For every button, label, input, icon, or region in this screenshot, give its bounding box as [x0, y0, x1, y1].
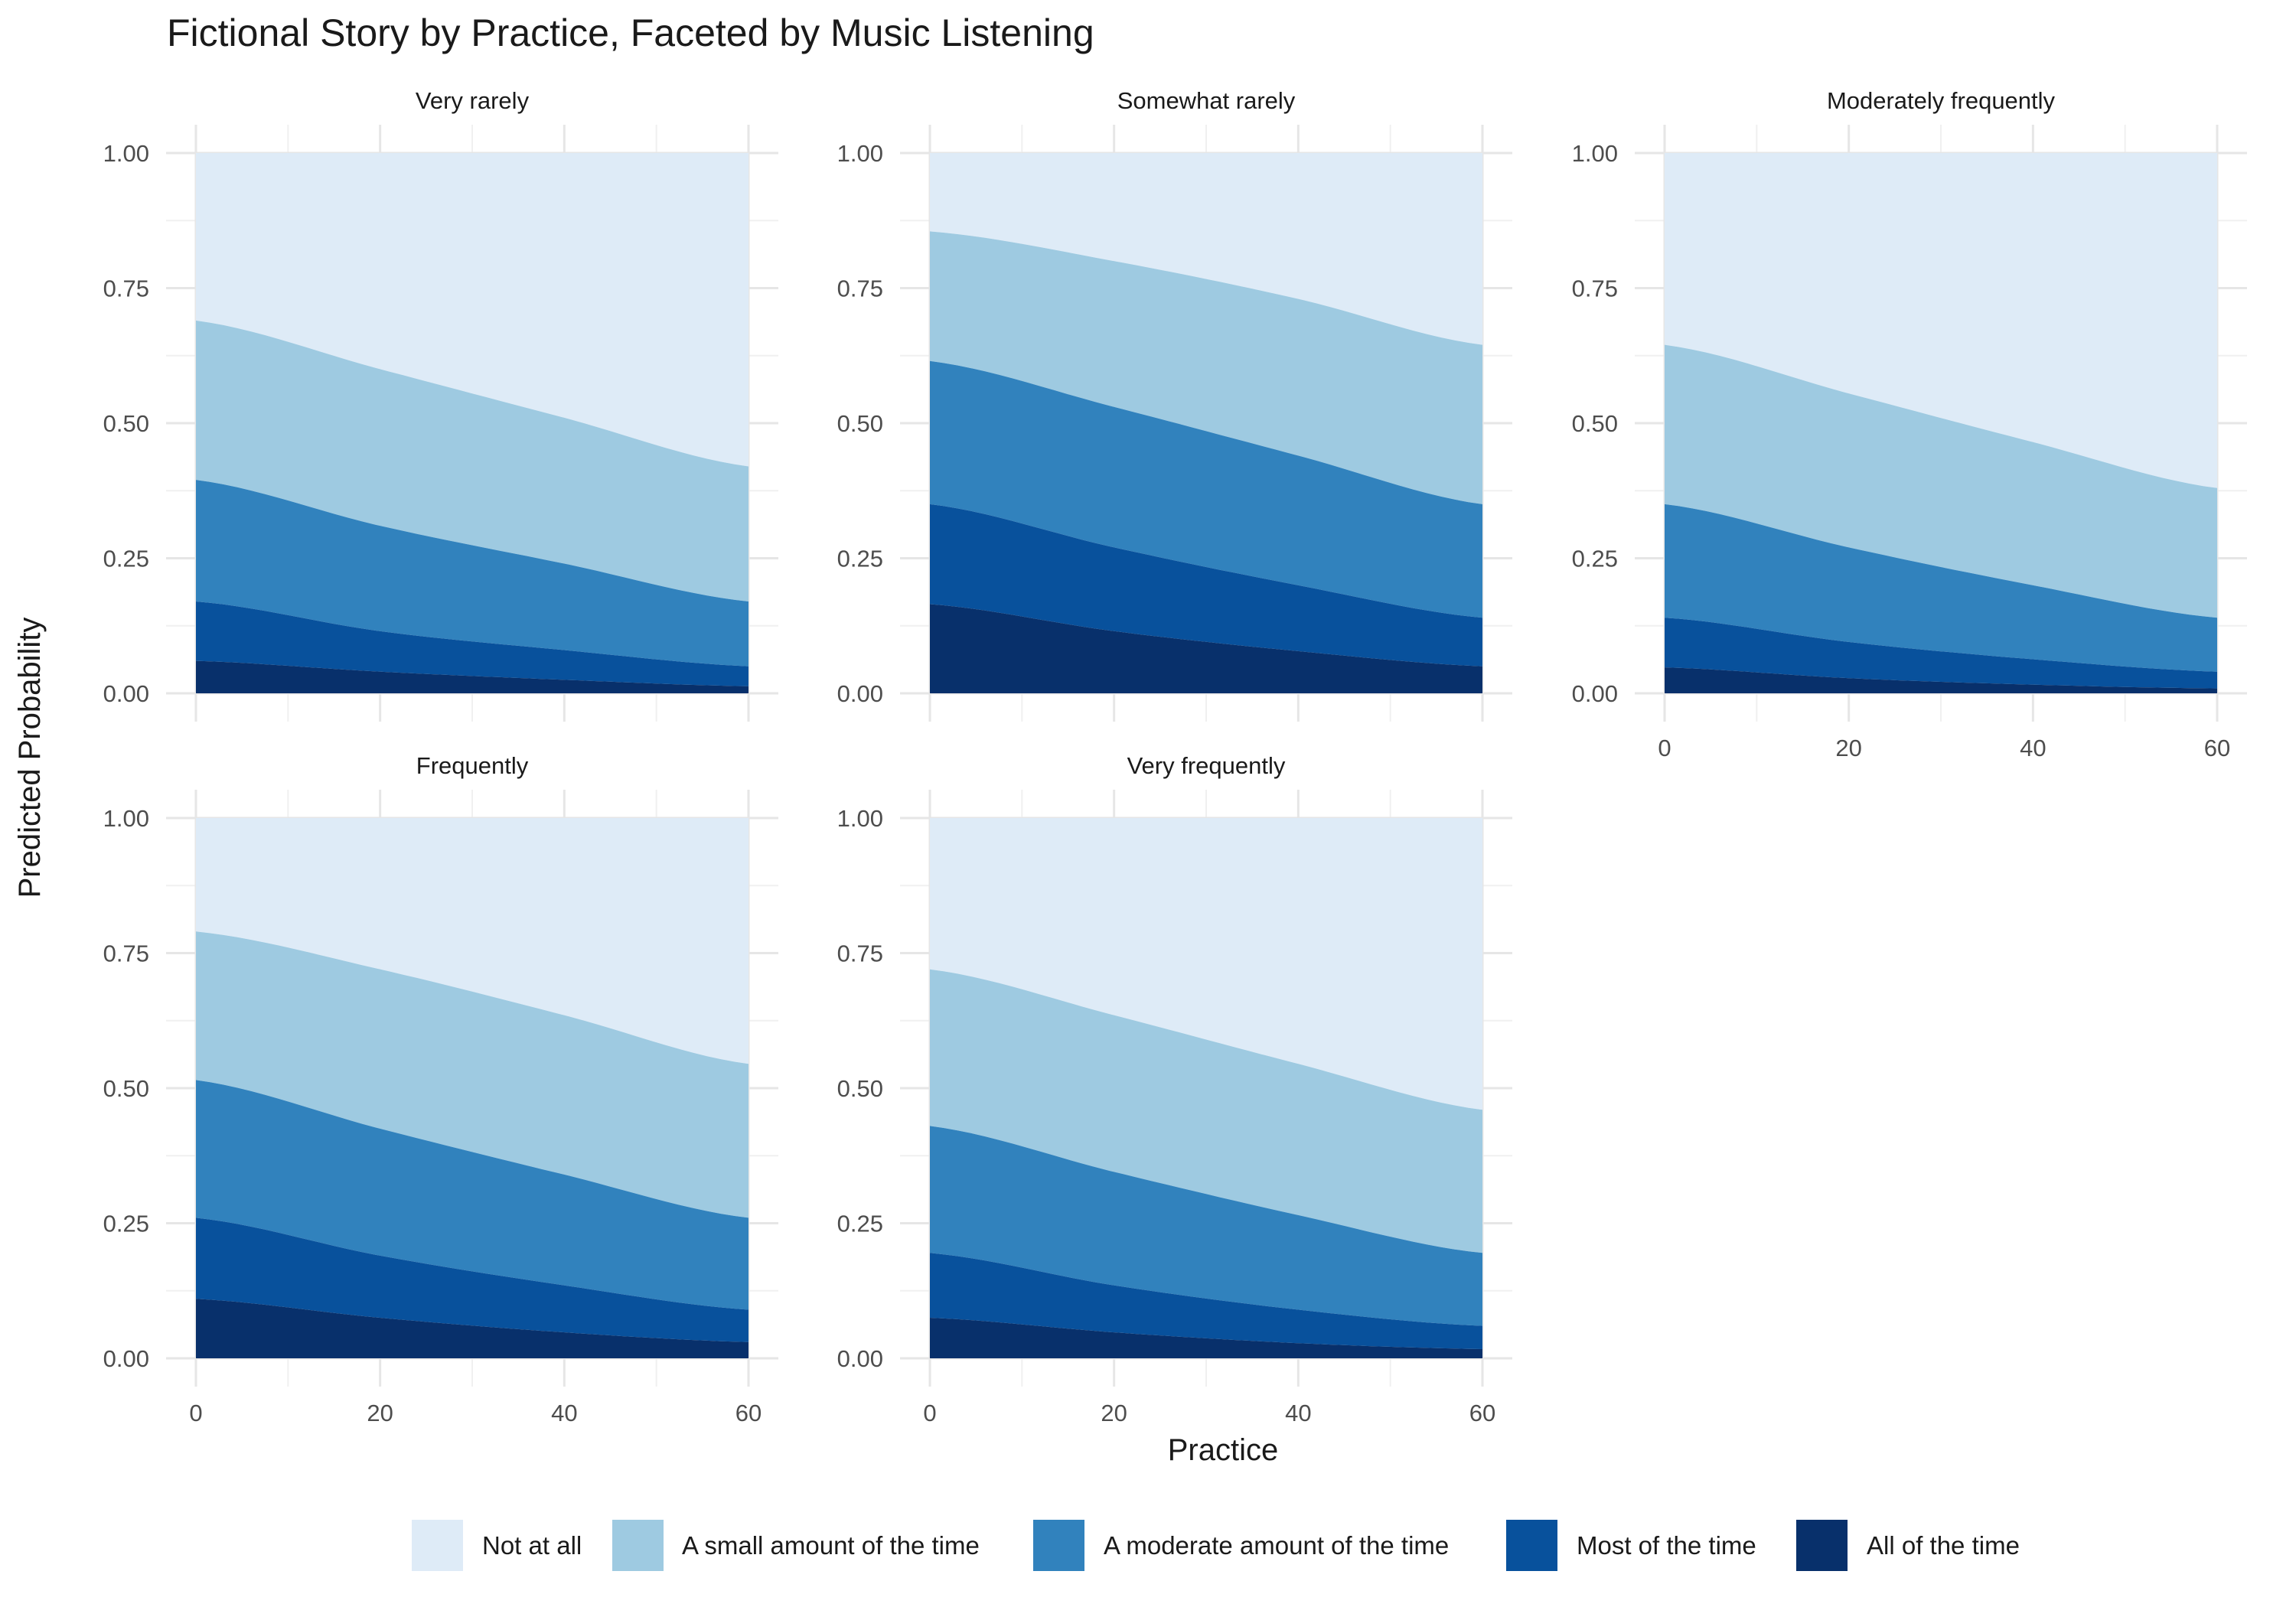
- y-axis-title: Predicted Probability: [13, 618, 47, 898]
- area-band: [930, 1318, 1482, 1358]
- legend-swatch: [1506, 1520, 1557, 1571]
- y-tick-label: 0.75: [837, 275, 883, 302]
- x-tick-label: 40: [551, 1400, 577, 1426]
- legend: Not at all A small amount of the time A mo…: [412, 1520, 2020, 1571]
- y-tick-label: 0.25: [1572, 546, 1618, 572]
- x-tick-label: 40: [2020, 735, 2046, 761]
- area-band: [930, 1253, 1482, 1349]
- y-tick-label: 1.00: [1572, 140, 1618, 167]
- y-tick-label: 0.75: [1572, 275, 1618, 302]
- area-band: [196, 931, 748, 1218]
- y-tick-label: 0.75: [103, 940, 149, 967]
- facet-label: Very rarely: [416, 87, 530, 114]
- area-band: [196, 153, 748, 467]
- y-tick-label: 1.00: [837, 140, 883, 167]
- area-band: [196, 480, 748, 667]
- x-tick-label: 60: [735, 1400, 762, 1426]
- y-tick-label: 0.00: [103, 1345, 149, 1372]
- legend-item: A moderate amount of the time: [1033, 1520, 1449, 1571]
- y-tick-label: 0.50: [837, 1075, 883, 1102]
- y-tick-label: 0.50: [1572, 410, 1618, 437]
- facet-label: Somewhat rarely: [1117, 87, 1296, 114]
- area-band: [196, 660, 748, 693]
- legend-label: All of the time: [1867, 1531, 2020, 1560]
- x-tick-label: 60: [1469, 1400, 1495, 1426]
- y-tick-label: 0.25: [103, 1211, 149, 1237]
- y-tick-label: 0.50: [103, 410, 149, 437]
- legend-swatch: [612, 1520, 664, 1571]
- facet-panel: Frequently 0.00 0.25 0.50 0.75 1.00 0 20 40 60: [103, 752, 778, 1426]
- legend-label: Most of the time: [1577, 1531, 1756, 1560]
- y-tick-label: 0.25: [103, 546, 149, 572]
- facet-panel: Somewhat rarely 0.00 0.25 0.50 0.75 1.00: [837, 87, 1512, 722]
- area-band: [196, 1299, 748, 1358]
- area-band: [196, 1217, 748, 1342]
- x-tick-label: 20: [1835, 735, 1861, 761]
- legend-swatch: [1796, 1520, 1848, 1571]
- area-band: [1665, 504, 2217, 672]
- x-tick-label: 0: [923, 1400, 936, 1426]
- area-band: [930, 969, 1482, 1253]
- area-band: [1665, 667, 2217, 693]
- legend-item: A small amount of the time: [612, 1520, 980, 1571]
- facet-panel: Very frequently 0.00 0.25 0.50 0.75 1.00 0 20 40…: [837, 752, 1512, 1426]
- area-band: [930, 1126, 1482, 1326]
- facet-label: Frequently: [416, 752, 529, 779]
- area-band: [930, 153, 1482, 345]
- y-tick-label: 0.75: [837, 940, 883, 967]
- y-tick-label: 1.00: [837, 805, 883, 832]
- y-tick-label: 0.25: [837, 1211, 883, 1237]
- y-tick-label: 1.00: [103, 140, 149, 167]
- area-band: [930, 231, 1482, 504]
- legend-swatch: [412, 1520, 463, 1571]
- facet-panels: Very rarely0.000.250.500.751.00Somewhat …: [103, 87, 2247, 1426]
- y-tick-label: 0.50: [837, 410, 883, 437]
- x-tick-label: 0: [1658, 735, 1671, 761]
- x-tick-label: 0: [189, 1400, 202, 1426]
- x-tick-label: 60: [2204, 735, 2230, 761]
- legend-label: A moderate amount of the time: [1104, 1531, 1449, 1560]
- area-band: [930, 360, 1482, 618]
- x-axis-title: Practice: [1168, 1433, 1279, 1467]
- facet-label: Very frequently: [1127, 752, 1286, 779]
- facet-panel: Very rarely 0.00 0.25 0.50 0.75 1.00: [103, 87, 778, 722]
- area-band: [196, 1080, 748, 1310]
- y-tick-label: 1.00: [103, 805, 149, 832]
- area-band: [930, 604, 1482, 693]
- chart-title: Fictional Story by Practice, Faceted by …: [167, 11, 1094, 54]
- facet-panel: Moderately frequently 0.00 0.25 0.50 0.75 1.0…: [1572, 87, 2247, 761]
- facet-label: Moderately frequently: [1827, 87, 2056, 114]
- x-tick-label: 20: [1101, 1400, 1127, 1426]
- y-tick-label: 0.00: [103, 680, 149, 707]
- area-band: [196, 320, 748, 601]
- x-tick-label: 40: [1285, 1400, 1311, 1426]
- y-tick-label: 0.00: [837, 1345, 883, 1372]
- legend-item: All of the time: [1796, 1520, 2020, 1571]
- legend-label: Not at all: [482, 1531, 582, 1560]
- area-band: [1665, 344, 2217, 618]
- area-band: [196, 818, 748, 1064]
- legend-label: A small amount of the time: [682, 1531, 980, 1560]
- area-band: [1665, 153, 2217, 488]
- area-band: [930, 504, 1482, 667]
- y-tick-label: 0.75: [103, 275, 149, 302]
- x-tick-label: 20: [367, 1400, 393, 1426]
- legend-swatch: [1033, 1520, 1084, 1571]
- area-band: [930, 818, 1482, 1110]
- area-band: [1665, 618, 2217, 689]
- legend-item: Most of the time: [1506, 1520, 1756, 1571]
- y-tick-label: 0.50: [103, 1075, 149, 1102]
- legend-item: Not at all: [412, 1520, 582, 1571]
- y-tick-label: 0.00: [1572, 680, 1618, 707]
- y-tick-label: 0.00: [837, 680, 883, 707]
- area-band: [196, 601, 748, 686]
- y-tick-label: 0.25: [837, 546, 883, 572]
